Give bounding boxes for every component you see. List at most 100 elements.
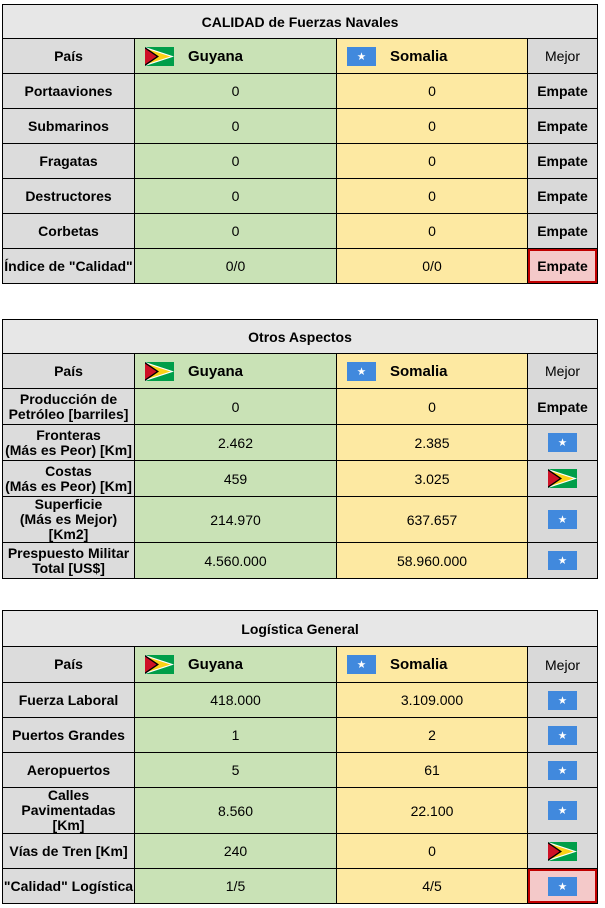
- table-row: Aeropuertos 5 61: [2, 752, 599, 788]
- guyana-value: 240: [134, 833, 337, 869]
- row-label: Corbetas: [2, 213, 135, 249]
- guyana-value: 0: [134, 73, 337, 109]
- somalia-name: Somalia: [390, 362, 448, 380]
- guyana-header: Guyana: [134, 646, 337, 683]
- somalia-value: 3.109.000: [336, 682, 528, 718]
- somalia-flag-icon: [548, 510, 578, 529]
- somalia-value: 0: [336, 213, 528, 249]
- row-label: Portaaviones: [2, 73, 135, 109]
- guyana-header: Guyana: [134, 353, 337, 389]
- somalia-header: Somalia: [336, 646, 528, 683]
- row-label: Fronteras (Más es Peor) [Km]: [2, 424, 135, 461]
- somalia-flag-icon: [548, 433, 578, 452]
- guyana-value: 1/5: [134, 868, 337, 904]
- best-cell: Empate: [526, 178, 599, 214]
- table-row: Vías de Tren [Km] 240 0: [2, 833, 599, 869]
- table-row: Superficie (Más es Mejor) [Km2] 214.970 63…: [2, 496, 599, 543]
- somalia-value: 3.025: [336, 460, 528, 497]
- best-cell: [526, 868, 599, 904]
- row-label: Producción de Petróleo [barriles]: [2, 388, 135, 425]
- row-label: Costas (Más es Peor) [Km]: [2, 460, 135, 497]
- best-cell: [526, 460, 599, 497]
- somalia-name: Somalia: [390, 656, 448, 673]
- guyana-value: 459: [134, 460, 337, 497]
- best-cell: Empate: [526, 73, 599, 109]
- guyana-value: 0: [134, 108, 337, 144]
- row-label: "Calidad" Logística: [2, 868, 135, 904]
- guyana-value: 418.000: [134, 682, 337, 718]
- row-label: Calles Pavimentadas [Km]: [2, 787, 135, 834]
- best-cell: Empate: [526, 213, 599, 249]
- guyana-flag-icon: [548, 469, 578, 488]
- somalia-flag-icon: [347, 361, 376, 381]
- somalia-flag-icon: [548, 725, 578, 745]
- somalia-value: 0: [336, 833, 528, 869]
- best-cell: [526, 542, 599, 579]
- table-row: Prespuesto Militar Total [US$] 4.560.000 5…: [2, 542, 599, 579]
- best-cell: Empate: [526, 143, 599, 179]
- somalia-flag-icon: [548, 801, 578, 820]
- table-row: Portaaviones 0 0 Empate: [2, 73, 599, 109]
- best-header-label: Mejor: [526, 38, 599, 74]
- best-cell: [526, 787, 599, 834]
- somalia-flag-icon: [347, 655, 376, 674]
- somalia-value: 22.100: [336, 787, 528, 834]
- guyana-flag-icon: [145, 361, 174, 381]
- guyana-header: Guyana: [134, 38, 337, 74]
- somalia-flag-icon: [347, 46, 376, 66]
- somalia-value: 0: [336, 178, 528, 214]
- somalia-value: 0: [336, 73, 528, 109]
- table-row: Puertos Grandes 1 2: [2, 717, 599, 753]
- best-cell: Empate: [526, 108, 599, 144]
- guyana-value: 214.970: [134, 496, 337, 543]
- table-row: Submarinos 0 0 Empate: [2, 108, 599, 144]
- somalia-value: 0/0: [336, 248, 528, 284]
- guyana-flag-icon: [548, 841, 578, 861]
- guyana-value: 2.462: [134, 424, 337, 461]
- guyana-value: 0: [134, 178, 337, 214]
- somalia-header: Somalia: [336, 353, 528, 389]
- table-row: Fuerza Laboral 418.000 3.109.000: [2, 682, 599, 718]
- naval-quality-table: CALIDAD de Fuerzas Navales País Guyana S…: [1, 4, 599, 284]
- best-cell: [526, 424, 599, 461]
- best-cell: [526, 496, 599, 543]
- guyana-value: 8.560: [134, 787, 337, 834]
- row-label: Fragatas: [2, 143, 135, 179]
- guyana-name: Guyana: [188, 47, 244, 65]
- somalia-value: 2.385: [336, 424, 528, 461]
- row-label: Índice de "Calidad": [2, 248, 135, 284]
- table-row: Fronteras (Más es Peor) [Km] 2.462 2.385: [2, 424, 599, 461]
- guyana-value: 4.560.000: [134, 542, 337, 579]
- country-header-label: País: [2, 353, 135, 389]
- guyana-value: 0: [134, 143, 337, 179]
- row-label: Destructores: [2, 178, 135, 214]
- best-cell: [526, 752, 599, 788]
- somalia-value: 61: [336, 752, 528, 788]
- row-label: Submarinos: [2, 108, 135, 144]
- somalia-value: 4/5: [336, 868, 528, 904]
- somalia-flag-icon: [548, 876, 578, 896]
- table-row: Corbetas 0 0 Empate: [2, 213, 599, 249]
- somalia-name: Somalia: [390, 47, 448, 65]
- guyana-value: 5: [134, 752, 337, 788]
- somalia-flag-icon: [548, 690, 578, 710]
- table-row: Fragatas 0 0 Empate: [2, 143, 599, 179]
- country-header-label: País: [2, 646, 135, 683]
- best-cell: Empate: [526, 388, 599, 425]
- best-cell: Empate: [526, 248, 599, 284]
- table-row: Destructores 0 0 Empate: [2, 178, 599, 214]
- logistics-table-title: Logística General: [1, 610, 599, 647]
- guyana-name: Guyana: [188, 656, 244, 673]
- somalia-flag-icon: [548, 760, 578, 780]
- country-header-label: País: [2, 38, 135, 74]
- summary-row: "Calidad" Logística 1/5 4/5: [2, 868, 599, 904]
- best-cell: [526, 717, 599, 753]
- other-aspects-table: Otros Aspectos País Guyana Somalia Mejor…: [1, 319, 599, 579]
- guyana-value: 1: [134, 717, 337, 753]
- naval-table-title: CALIDAD de Fuerzas Navales: [1, 4, 599, 39]
- guyana-flag-icon: [145, 46, 174, 66]
- somalia-value: 637.657: [336, 496, 528, 543]
- somalia-flag-icon: [548, 551, 578, 570]
- row-label: Superficie (Más es Mejor) [Km2]: [2, 496, 135, 543]
- somalia-header: Somalia: [336, 38, 528, 74]
